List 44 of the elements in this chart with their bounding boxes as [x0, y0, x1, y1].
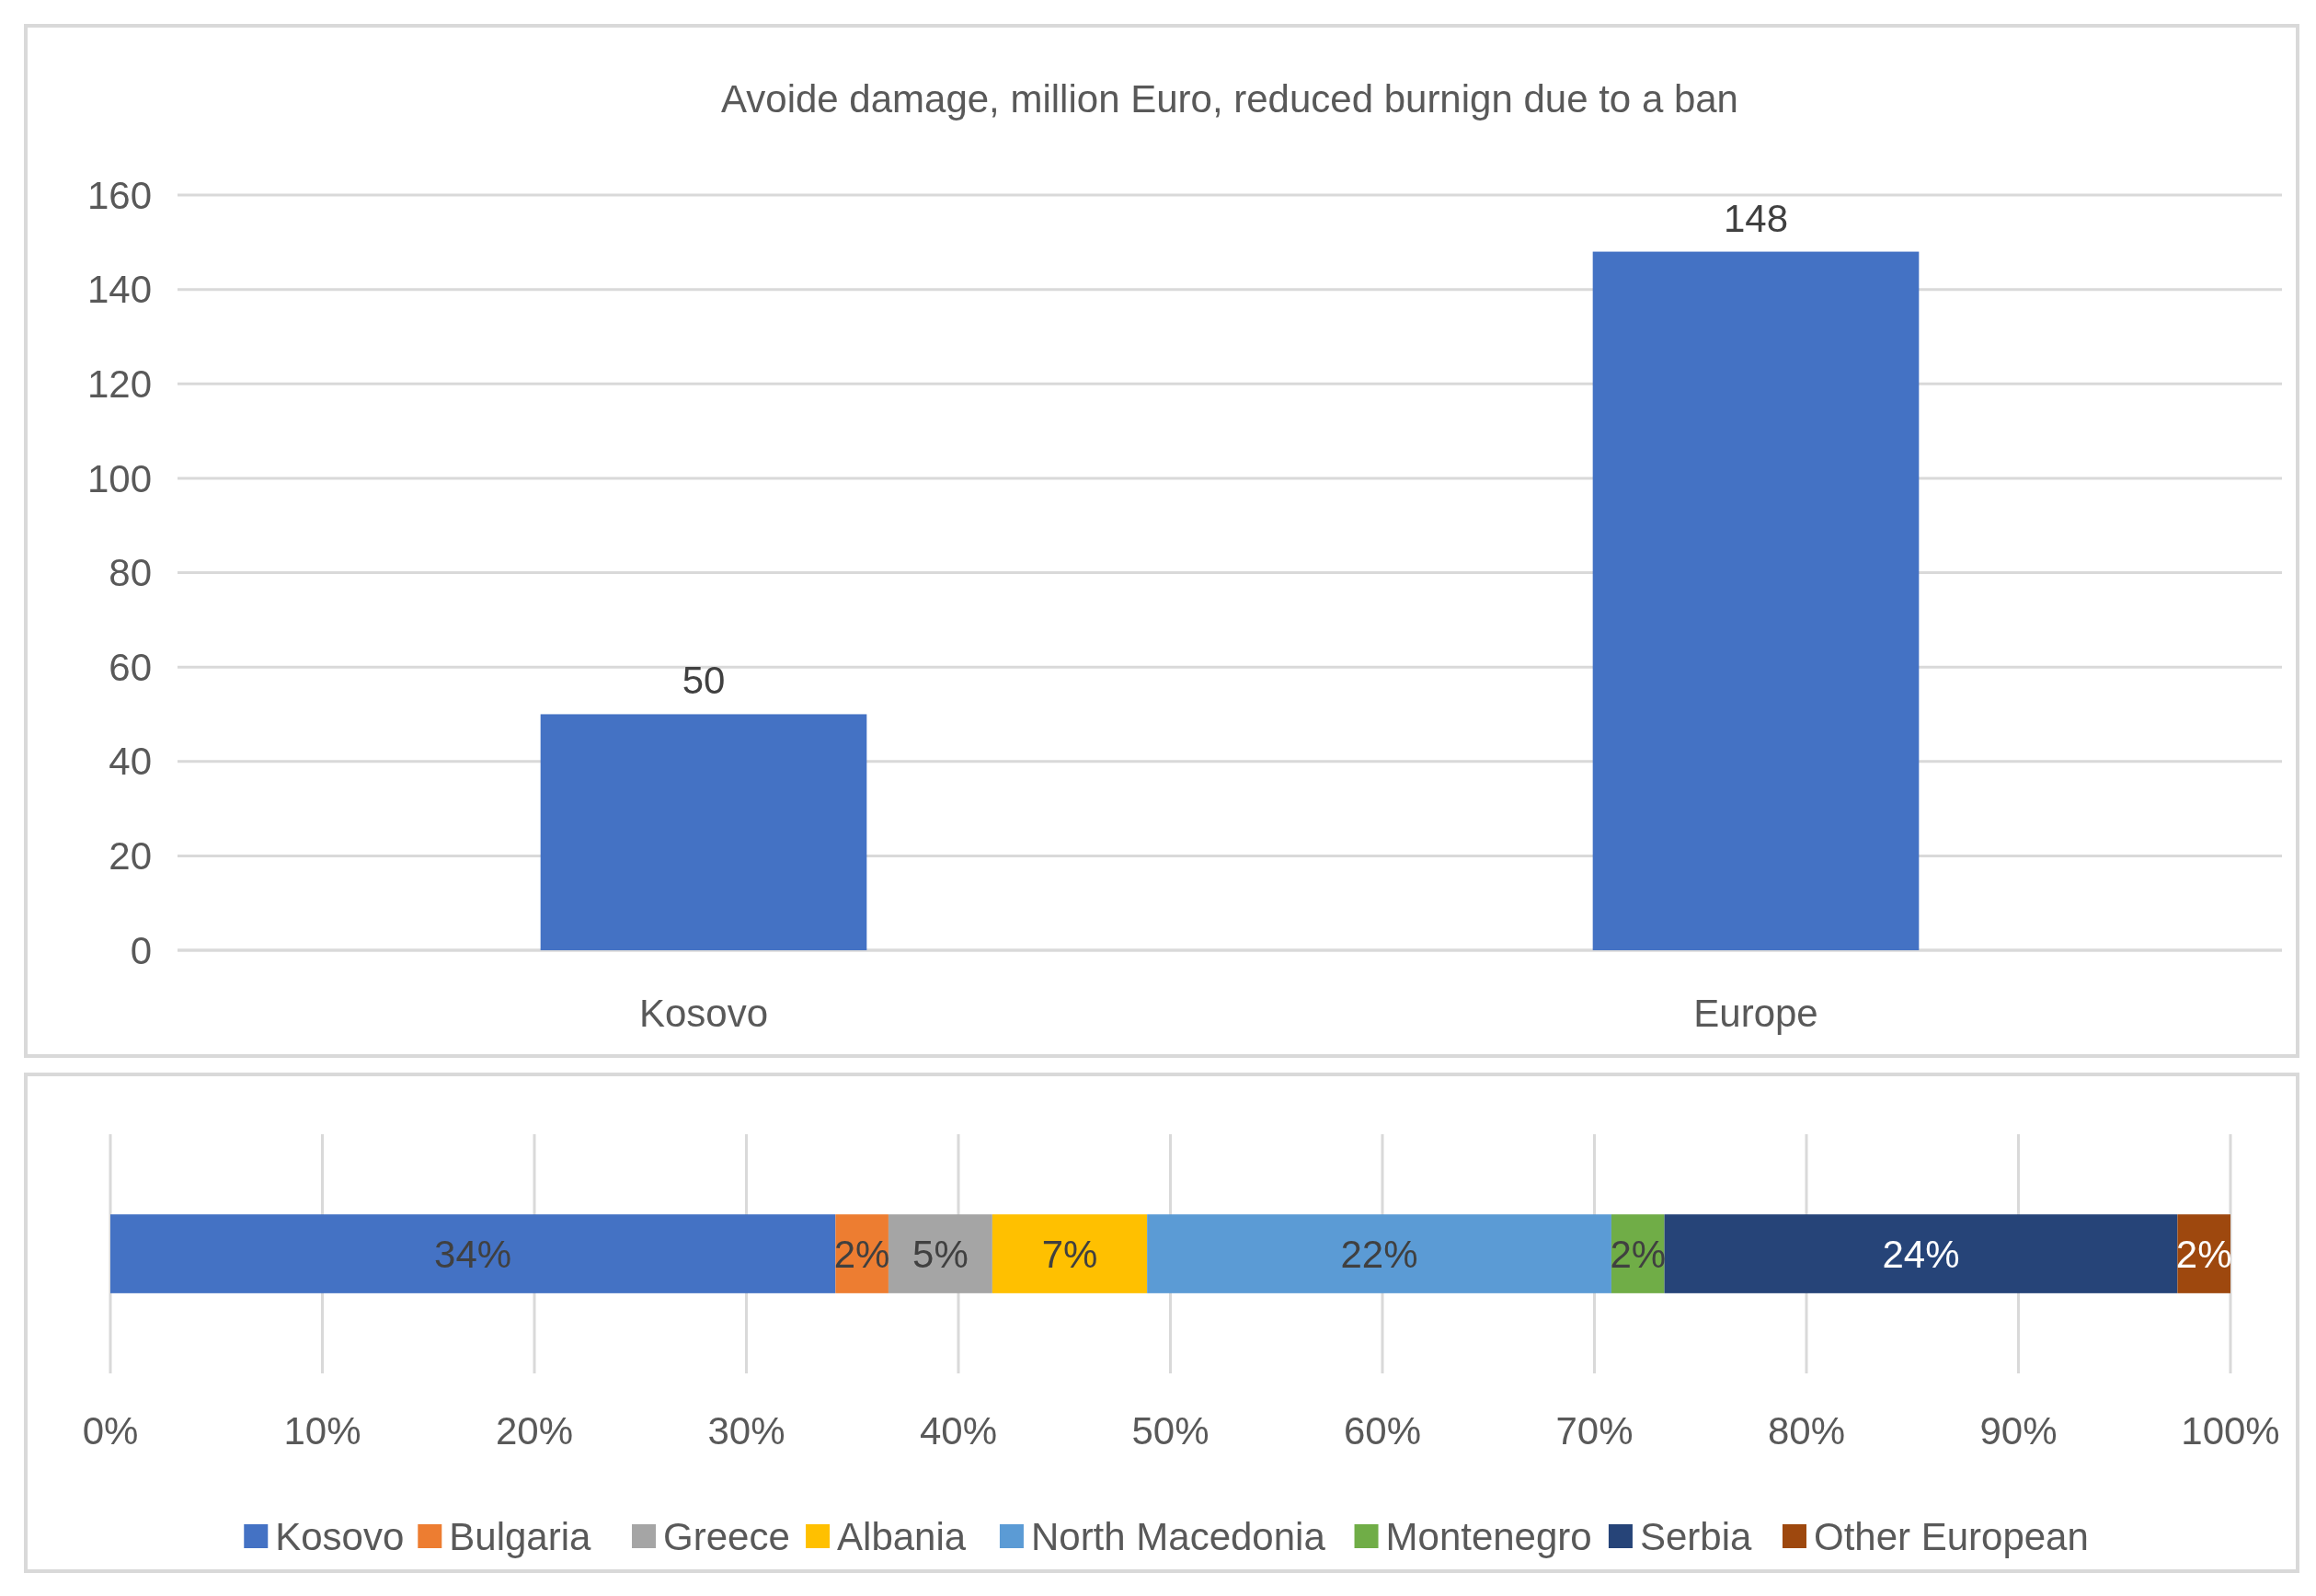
- data-label: 22%: [1340, 1232, 1418, 1276]
- data-label: 2%: [2175, 1232, 2232, 1276]
- data-label: 148: [1723, 196, 1789, 240]
- bar: [1147, 1214, 1611, 1293]
- data-label: 2%: [833, 1232, 890, 1276]
- x-tick-label: 30%: [707, 1409, 785, 1452]
- legend-label: Greece: [663, 1514, 790, 1558]
- data-label: 7%: [1041, 1232, 1098, 1276]
- legend-label: Albania: [837, 1514, 967, 1558]
- legend-label: Montenegro: [1385, 1514, 1592, 1558]
- x-tick-label: 40%: [919, 1409, 998, 1452]
- bar: [110, 1214, 836, 1293]
- legend-label: Other European: [1813, 1514, 2089, 1558]
- legend-label: Bulgaria: [449, 1514, 592, 1558]
- y-tick-label: 140: [86, 268, 152, 312]
- x-tick-label: 0%: [82, 1409, 139, 1452]
- x-tick-label: 20%: [495, 1409, 574, 1452]
- x-tick-label: 70%: [1555, 1409, 1634, 1452]
- y-tick-label: 100: [86, 456, 152, 500]
- bar: [992, 1214, 1148, 1293]
- bar: [1664, 1214, 2178, 1293]
- x-tick-label: 10%: [283, 1409, 361, 1452]
- data-label: 5%: [912, 1232, 969, 1276]
- legend-label: Serbia: [1639, 1514, 1752, 1558]
- y-tick-label: 120: [86, 362, 152, 406]
- chart-title: Avoide damage, million Euro, reduced burnign due to a ban: [721, 77, 1738, 121]
- legend-label: North Macedonia: [1030, 1514, 1326, 1558]
- y-tick-label: 20: [109, 834, 152, 878]
- legend-label: Kosovo: [275, 1514, 405, 1558]
- y-tick-label: 0: [130, 928, 152, 972]
- x-tick-label: 80%: [1767, 1409, 1846, 1452]
- data-label: 24%: [1882, 1232, 1960, 1276]
- y-tick-label: 160: [86, 173, 152, 217]
- data-label: 50: [682, 659, 726, 703]
- data-label: 34%: [434, 1232, 512, 1276]
- y-tick-label: 40: [109, 740, 152, 784]
- x-tick-label: 60%: [1343, 1409, 1422, 1452]
- bar: [888, 1214, 992, 1293]
- x-tick-label: 100%: [2181, 1409, 2280, 1452]
- y-tick-label: 80: [109, 551, 152, 595]
- x-tick-label: 90%: [1979, 1409, 2058, 1452]
- y-tick-label: 60: [109, 645, 152, 689]
- x-tick-label: 50%: [1131, 1409, 1210, 1452]
- x-tick-label: Europe: [1693, 992, 1818, 1035]
